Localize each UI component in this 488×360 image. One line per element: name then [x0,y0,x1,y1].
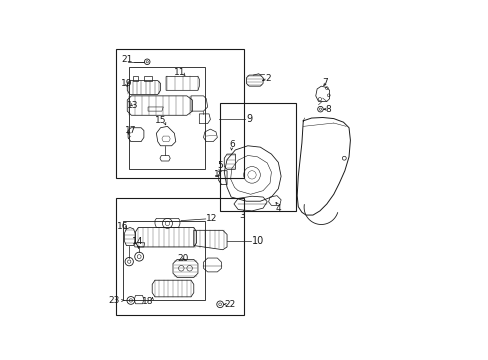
Bar [123,221,204,300]
Text: 22: 22 [224,300,235,309]
Bar [116,198,243,315]
Text: 20: 20 [178,255,189,264]
Text: 19: 19 [121,79,132,88]
Text: 17: 17 [125,126,137,135]
Text: 13: 13 [127,101,138,110]
Text: 12: 12 [206,214,217,223]
Bar [220,103,296,211]
Text: 6: 6 [229,140,234,149]
Text: 1: 1 [214,170,220,179]
Text: 15: 15 [155,116,166,125]
Bar [116,49,243,177]
Text: 9: 9 [246,114,252,125]
Text: 5: 5 [216,161,222,170]
Text: 8: 8 [325,105,330,114]
Text: 18: 18 [141,297,153,306]
Bar [128,67,204,169]
Text: 11: 11 [174,68,185,77]
Text: 10: 10 [251,237,264,246]
Text: 3: 3 [238,211,244,220]
Text: 4: 4 [275,204,281,213]
Text: 23: 23 [108,296,119,305]
Text: 7: 7 [322,78,327,87]
Text: 14: 14 [132,237,143,246]
Text: 16: 16 [117,222,128,231]
Text: 21: 21 [121,55,132,64]
Text: 2: 2 [265,74,271,83]
